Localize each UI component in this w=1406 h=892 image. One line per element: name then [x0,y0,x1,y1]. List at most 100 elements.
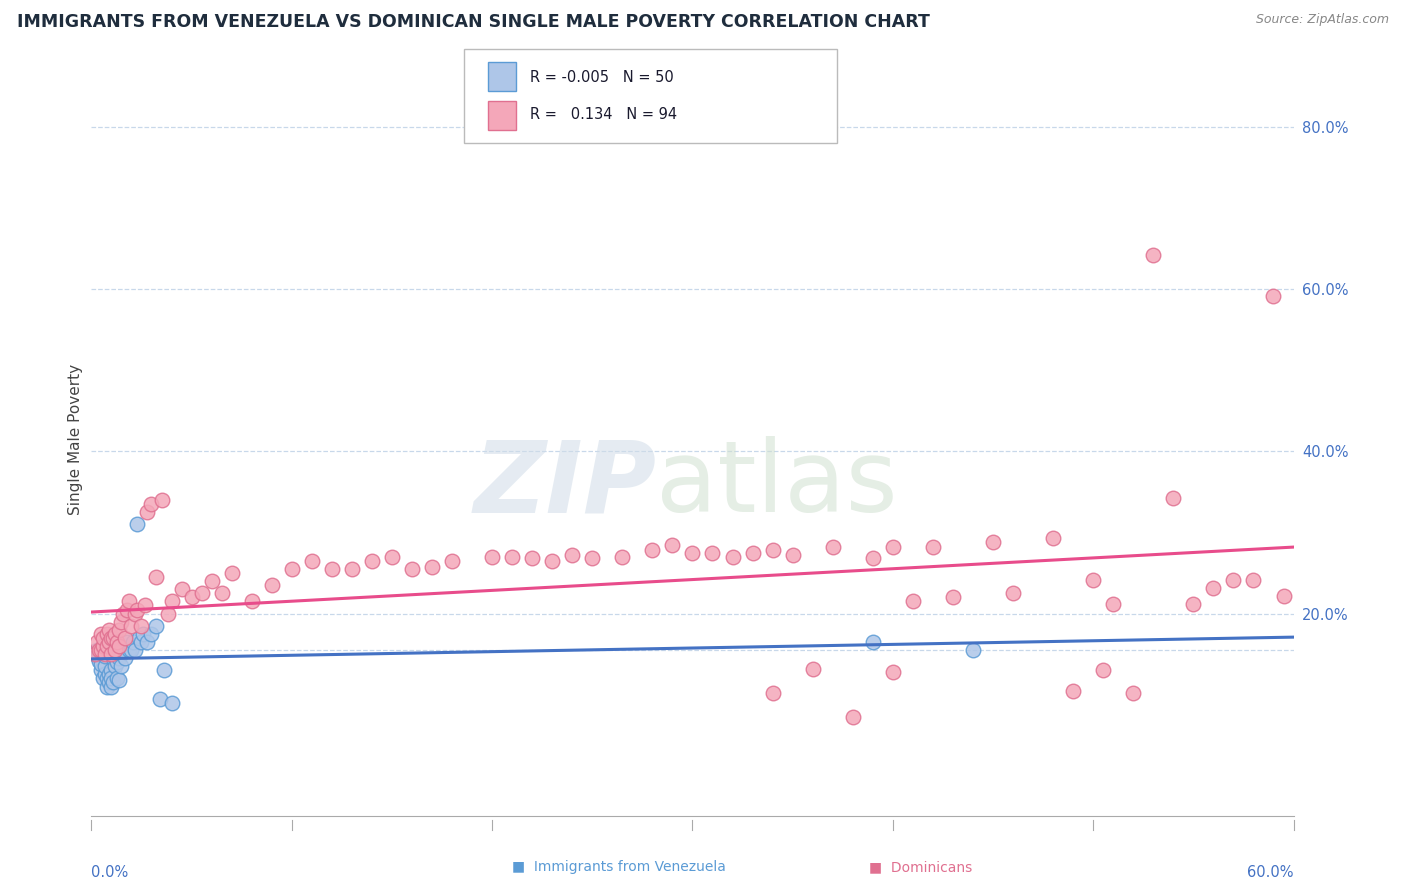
Text: ■  Immigrants from Venezuela: ■ Immigrants from Venezuela [512,860,725,874]
Point [801,662,824,676]
Point [321,562,343,576]
Point [114,651,136,665]
Point [128,631,150,645]
Point [942,591,965,605]
Point [96,672,118,686]
Point [110,659,132,673]
Point [962,643,984,657]
Point [103,631,125,645]
Point [131,635,153,649]
Point [581,551,603,566]
Point [108,639,131,653]
Point [152,663,174,677]
Point [522,551,544,566]
Point [141,627,163,641]
Point [100,672,122,686]
Point [160,594,183,608]
Point [1142,248,1164,262]
Point [100,663,122,677]
Text: Source: ZipAtlas.com: Source: ZipAtlas.com [1256,13,1389,27]
Point [501,549,523,564]
Point [104,643,127,657]
Point [104,627,127,641]
Point [481,549,503,564]
Point [762,686,785,700]
Point [148,691,170,706]
Point [211,586,233,600]
Point [93,643,115,657]
Point [94,667,117,681]
Point [145,618,167,632]
Point [440,554,463,568]
Point [134,599,156,613]
Point [98,635,121,649]
Point [1092,663,1115,677]
Point [121,618,143,632]
Point [132,627,155,641]
Point [360,554,382,568]
Point [721,549,744,564]
Point [762,543,785,558]
Point [401,562,423,576]
Point [108,673,131,687]
Point [98,675,121,690]
Point [94,659,117,673]
Point [124,607,146,621]
Point [100,631,122,645]
Point [100,680,122,694]
Point [131,618,153,632]
Point [201,574,224,589]
Point [301,554,323,568]
Point [190,586,212,600]
Point [103,651,125,665]
Point [114,631,136,645]
Point [150,493,173,508]
Point [1042,531,1064,545]
Point [1102,597,1125,611]
Point [1272,589,1295,603]
Point [541,554,564,568]
Point [104,659,127,673]
Point [118,643,141,657]
Point [1202,581,1225,595]
Point [93,639,115,653]
Point [112,607,135,621]
Point [103,675,125,690]
Point [90,645,112,659]
Point [93,639,115,653]
Point [110,647,132,661]
Point [1182,597,1205,611]
Text: 60.0%: 60.0% [1247,865,1294,880]
Point [89,643,111,657]
Text: R =   0.134   N = 94: R = 0.134 N = 94 [530,107,678,122]
Point [1001,586,1024,600]
Point [86,648,108,663]
Point [661,538,683,552]
Point [862,551,884,566]
Point [420,559,443,574]
Text: ■  Dominicans: ■ Dominicans [869,860,973,874]
Point [1163,491,1185,506]
Point [612,549,634,564]
Point [901,594,924,608]
Point [93,631,115,645]
Point [90,657,112,671]
Point [882,540,904,554]
Point [1122,686,1144,700]
Y-axis label: Single Male Poverty: Single Male Poverty [67,364,83,515]
Point [110,615,132,629]
Point [841,710,863,724]
Point [96,643,118,657]
Point [89,647,111,661]
Point [221,566,243,580]
Point [156,607,179,621]
Point [821,540,844,554]
Point [136,505,159,519]
Text: R = -0.005   N = 50: R = -0.005 N = 50 [530,70,673,85]
Point [741,546,763,560]
Point [100,647,122,661]
Point [240,594,263,608]
Point [127,602,149,616]
Point [84,647,107,661]
Point [86,635,108,649]
